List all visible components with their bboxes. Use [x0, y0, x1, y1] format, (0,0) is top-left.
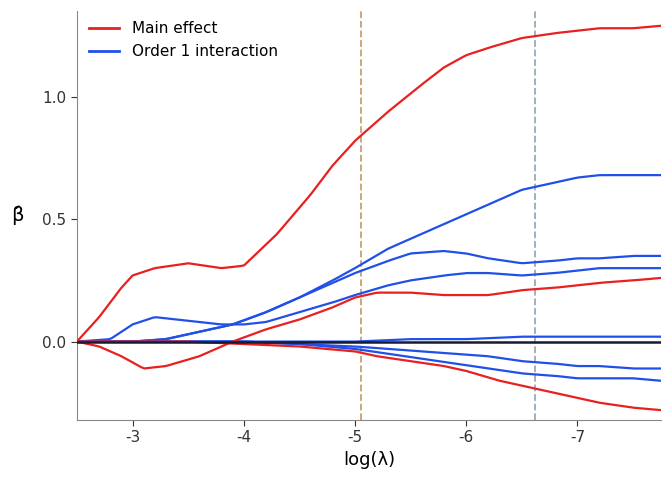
Y-axis label: β̂: β̂ — [11, 206, 24, 225]
X-axis label: log(λ): log(λ) — [343, 451, 395, 469]
Legend: Main effect, Order 1 interaction: Main effect, Order 1 interaction — [83, 15, 284, 65]
